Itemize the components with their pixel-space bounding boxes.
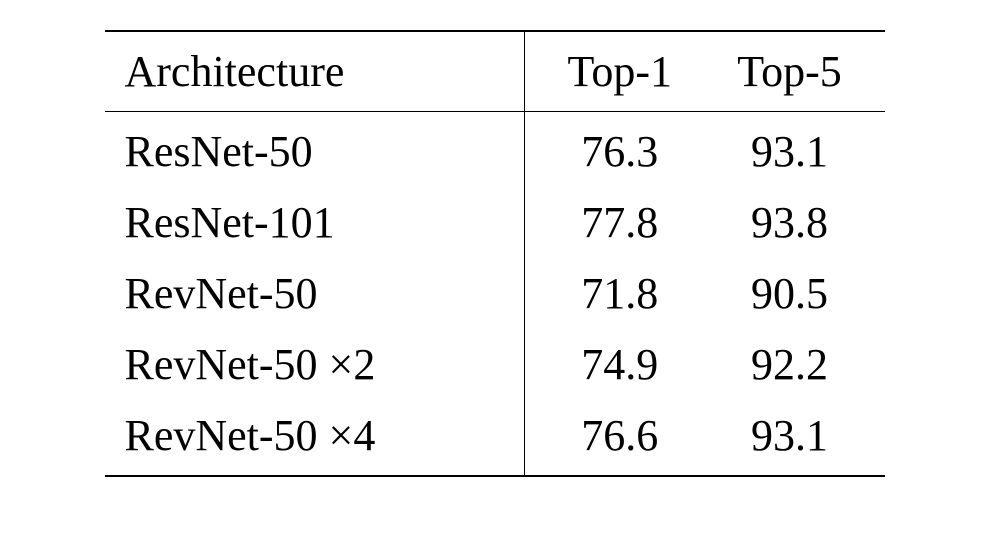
cell-architecture: ResNet-101	[105, 187, 525, 258]
table-row: ResNet-50 76.3 93.1	[105, 112, 885, 188]
cell-top1: 76.6	[525, 400, 705, 476]
table-row: ResNet-101 77.8 93.8	[105, 187, 885, 258]
results-table: Architecture Top-1 Top-5 ResNet-50 76.3 …	[105, 30, 885, 477]
cell-top5: 93.1	[705, 112, 885, 188]
cell-architecture: RevNet-50 ×2	[105, 329, 525, 400]
col-header-top5: Top-5	[705, 31, 885, 112]
cell-architecture: RevNet-50	[105, 258, 525, 329]
cell-top1: 76.3	[525, 112, 705, 188]
cell-top1: 71.8	[525, 258, 705, 329]
col-header-top1: Top-1	[525, 31, 705, 112]
cell-top1: 77.8	[525, 187, 705, 258]
cell-architecture: ResNet-50	[105, 112, 525, 188]
cell-top5: 93.1	[705, 400, 885, 476]
cell-top5: 92.2	[705, 329, 885, 400]
col-header-architecture: Architecture	[105, 31, 525, 112]
cell-top5: 90.5	[705, 258, 885, 329]
cell-top1: 74.9	[525, 329, 705, 400]
cell-top5: 93.8	[705, 187, 885, 258]
table-row: RevNet-50 ×4 76.6 93.1	[105, 400, 885, 476]
cell-architecture: RevNet-50 ×4	[105, 400, 525, 476]
table-body: ResNet-50 76.3 93.1 ResNet-101 77.8 93.8…	[105, 112, 885, 477]
table-row: RevNet-50 71.8 90.5	[105, 258, 885, 329]
table-row: RevNet-50 ×2 74.9 92.2	[105, 329, 885, 400]
table-header-row: Architecture Top-1 Top-5	[105, 31, 885, 112]
